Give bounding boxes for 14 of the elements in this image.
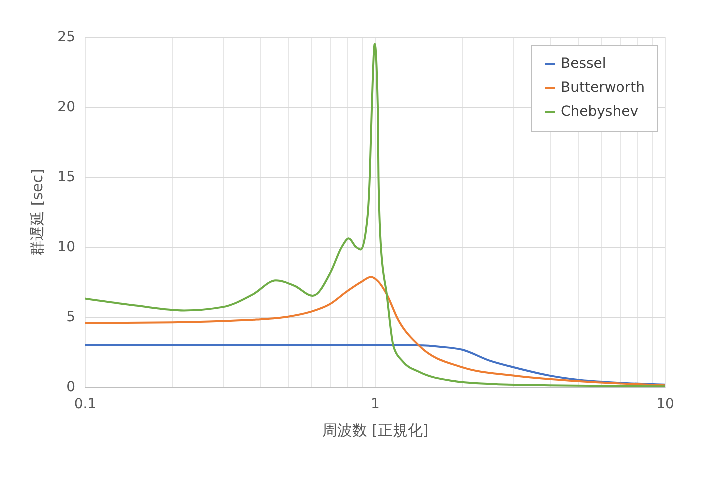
legend-label: Butterworth [561,80,645,96]
y-axis-title: 群遅延 [sec] [28,169,47,256]
y-tick-label: 20 [58,100,76,116]
y-tick-label: 10 [58,240,76,256]
x-tick-label: 10 [656,396,674,412]
y-tick-label: 0 [66,380,76,396]
y-tick-label: 25 [58,30,76,46]
x-axis-title: 周波数 [正規化] [322,422,429,440]
x-tick-label: 1 [371,396,380,412]
legend-label: Bessel [561,56,606,72]
x-tick-label: 0.1 [74,396,97,412]
y-tick-label: 15 [58,170,76,186]
y-tick-label: 5 [66,310,76,326]
legend-label: Chebyshev [561,104,638,120]
